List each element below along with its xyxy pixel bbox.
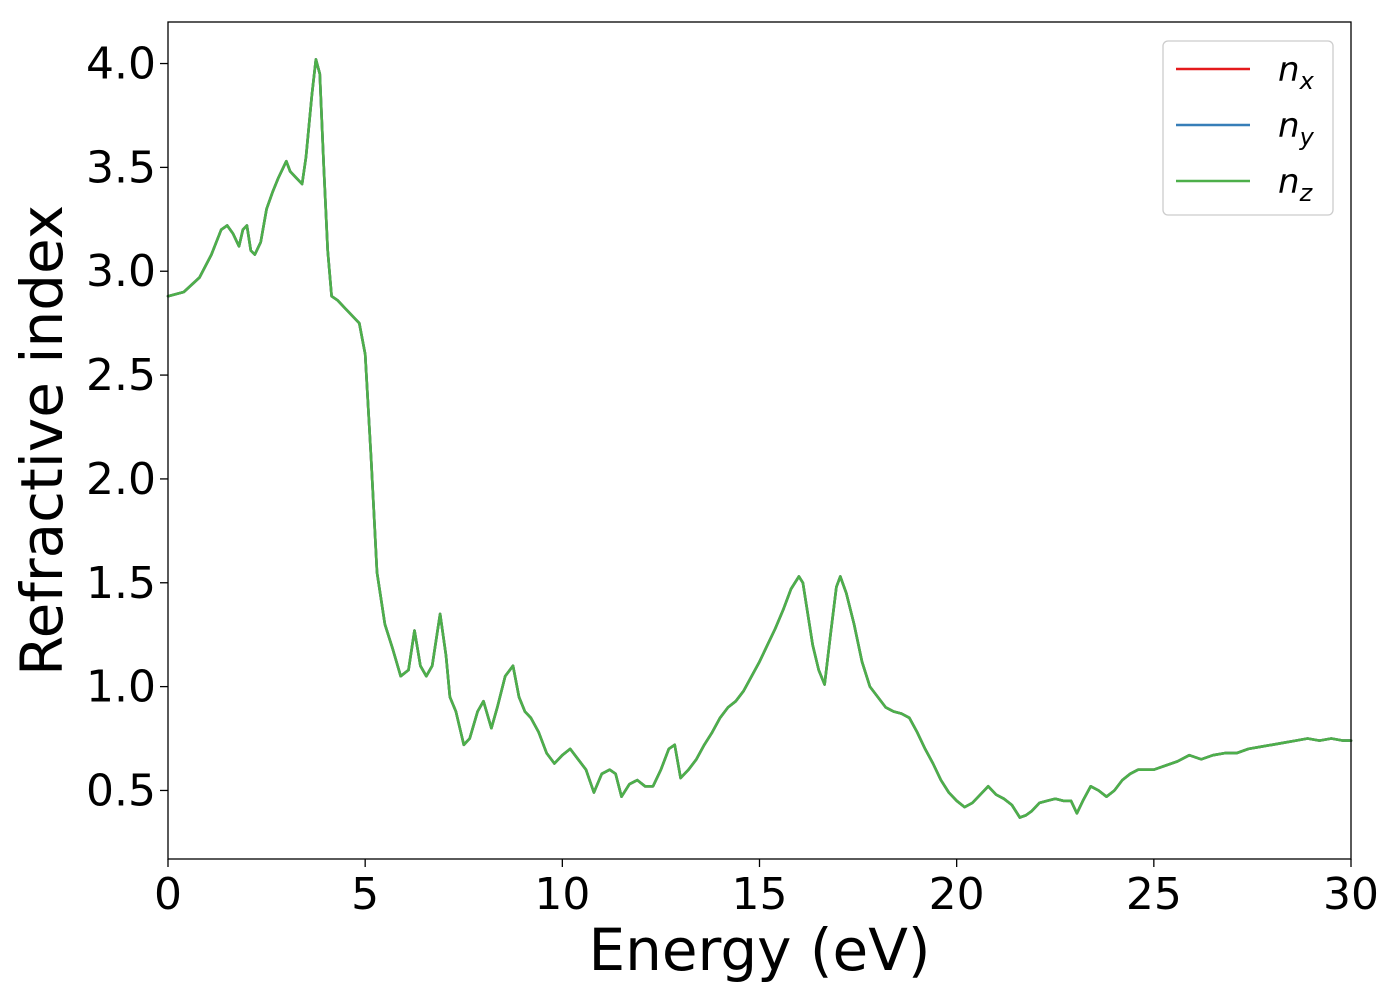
y-tick-label: 2.0 [86, 454, 156, 505]
legend: nx ny nz [1162, 40, 1334, 216]
x-tick-label: 25 [1126, 869, 1182, 920]
x-axis: 0 5 10 15 20 25 30 [154, 859, 1379, 920]
series-layer [166, 58, 1353, 819]
y-axis-title: Refractive index [8, 205, 76, 676]
y-tick-label: 3.0 [86, 246, 156, 297]
y-tick-label: 4.0 [86, 39, 156, 90]
x-tick-label: 20 [929, 869, 985, 920]
y-axis: 0.5 1.0 1.5 2.0 2.5 3.0 3.5 4.0 [86, 39, 168, 816]
y-tick-label: 0.5 [86, 765, 156, 816]
y-tick-label: 1.5 [86, 558, 156, 609]
legend-label-y: ny [1278, 106, 1315, 151]
y-tick-label: 3.5 [86, 142, 156, 193]
legend-label-x: nx [1278, 50, 1315, 95]
x-tick-label: 0 [154, 869, 182, 920]
x-tick-label: 30 [1323, 869, 1379, 920]
x-tick-label: 5 [351, 869, 379, 920]
x-tick-label: 10 [534, 869, 590, 920]
y-tick-label: 2.5 [86, 350, 156, 401]
x-axis-title: Energy (eV) [588, 916, 930, 984]
legend-label-z: nz [1278, 162, 1314, 207]
legend-box [1162, 40, 1334, 216]
x-tick-label: 15 [732, 869, 788, 920]
series-line-n-z [166, 58, 1353, 819]
y-tick-label: 1.0 [86, 662, 156, 713]
